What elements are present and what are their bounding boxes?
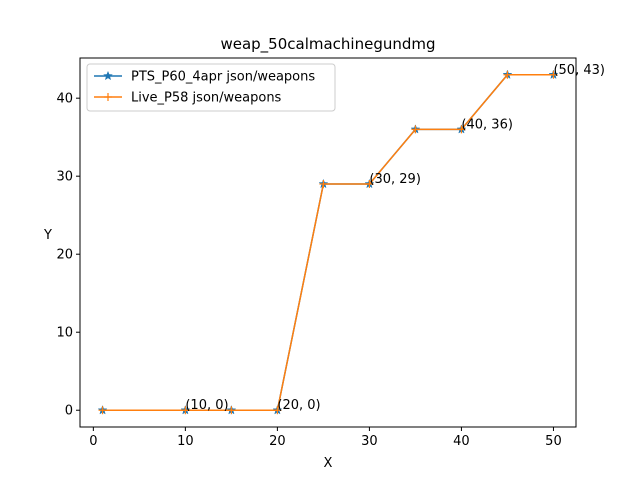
x-tick-label: 40 <box>453 434 470 449</box>
series-2-point <box>227 406 236 415</box>
y-tick-label: 20 <box>56 248 73 263</box>
legend-marker <box>103 70 113 81</box>
series-2-point <box>365 179 374 188</box>
x-axis-label: X <box>324 456 333 471</box>
series-2-point <box>503 70 512 79</box>
plot-area-frame <box>79 57 577 428</box>
y-tick-label: 10 <box>56 326 73 341</box>
series-2-point <box>98 406 107 415</box>
series-2-point <box>457 125 466 134</box>
legend-label: Live_P58 json/weapons <box>131 91 282 106</box>
x-tick-label: 50 <box>545 434 562 449</box>
y-tick-label: 40 <box>56 92 73 107</box>
series-2-point <box>319 179 328 188</box>
x-tick-label: 0 <box>89 434 97 449</box>
y-tick-label: 0 <box>65 404 73 419</box>
data-annotation: (20, 0) <box>277 398 320 413</box>
series-2-point <box>273 406 282 415</box>
chart-title: weap_50calmachinegundmg <box>220 35 435 54</box>
y-tick-label: 30 <box>56 170 73 185</box>
data-annotation: (50, 43) <box>553 63 605 78</box>
data-annotation: (40, 36) <box>461 117 512 132</box>
x-tick-label: 10 <box>177 434 194 449</box>
legend-marker <box>104 93 112 101</box>
series-2-point <box>549 70 558 79</box>
series-line-2 <box>102 74 554 411</box>
x-tick-label: 20 <box>269 434 286 449</box>
y-axis-label: Y <box>43 228 52 243</box>
series-2-point <box>411 125 420 134</box>
series-2-point <box>181 406 190 415</box>
data-annotation: (10, 0) <box>185 398 228 413</box>
legend-label: PTS_P60_4apr json/weapons <box>131 70 315 85</box>
legend: PTS_P60_4apr json/weapons Live_P58 json/w… <box>86 63 336 112</box>
legend-entry: PTS_P60_4apr json/weapons <box>94 70 315 85</box>
legend-entry: Live_P58 json/weapons <box>94 91 282 106</box>
legend-box <box>86 63 336 112</box>
data-annotation: (30, 29) <box>369 172 421 187</box>
x-tick-label: 30 <box>361 434 378 449</box>
